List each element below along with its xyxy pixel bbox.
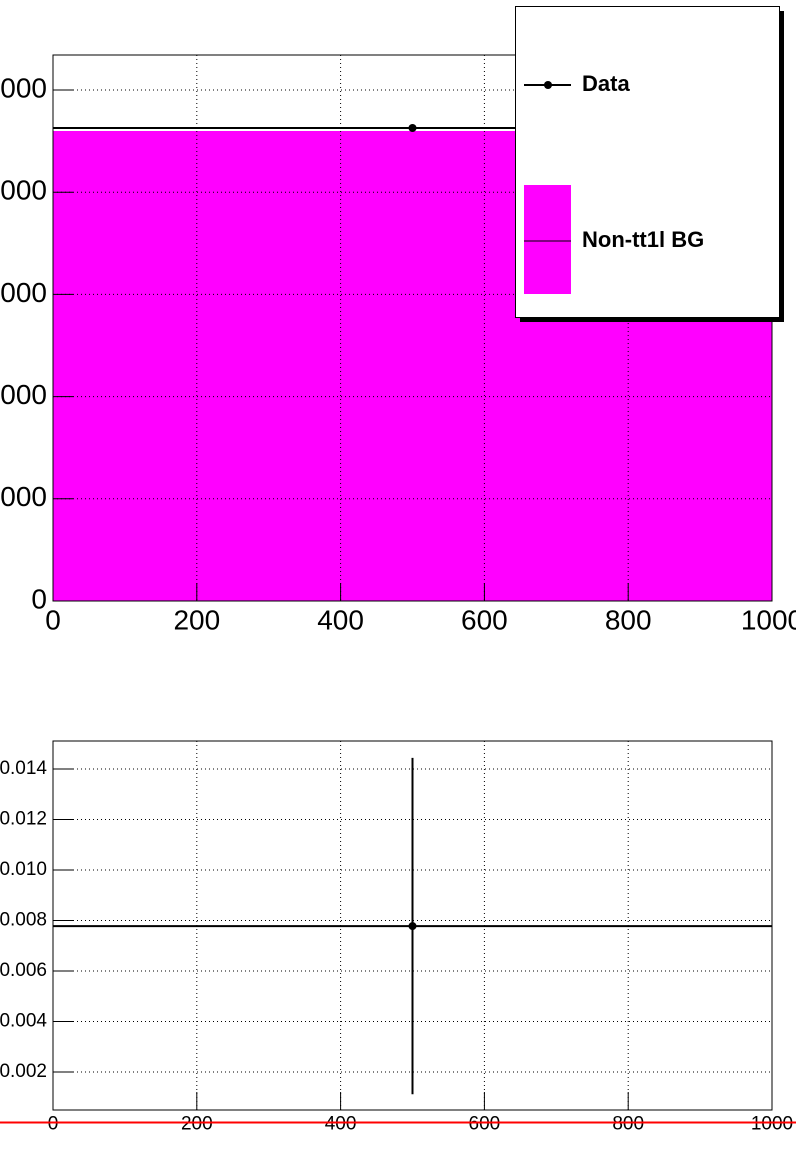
x-tick-label: 400 — [325, 1113, 357, 1134]
y-tick-label: 30000 — [0, 277, 47, 308]
x-tick-label: 200 — [181, 1113, 213, 1134]
y-tick-label: 0.008 — [0, 910, 47, 931]
y-tick-label: 0.010 — [0, 859, 47, 880]
ratio-point — [408, 922, 417, 931]
legend-swatch-marker — [544, 81, 552, 89]
x-tick-label: 0 — [48, 1113, 59, 1134]
x-tick-label: 600 — [461, 604, 508, 635]
data-point — [408, 124, 417, 133]
legend-label: Data — [582, 71, 630, 96]
plot-area — [53, 757, 772, 1095]
x-tick-label: 800 — [612, 1113, 644, 1134]
x-tick-label: 200 — [173, 604, 220, 635]
y-tick-label: 20000 — [0, 379, 47, 410]
legend-label: Non-tt1l BG — [582, 227, 704, 252]
y-tick-label: 0.012 — [0, 809, 47, 830]
x-tick-label: 1000 — [741, 604, 796, 635]
y-tick-label: 50000 — [0, 72, 47, 103]
x-tick-label: 600 — [469, 1113, 501, 1134]
frame — [52, 740, 773, 1111]
y-tick-label: 0.014 — [0, 758, 47, 779]
bottom-pad: 0 200 400 600 800 1000 0.002 0.004 0.006 0.008 0.0… — [0, 740, 796, 1134]
y-tick-label: 0.002 — [0, 1061, 47, 1082]
frame — [52, 54, 773, 602]
x-tick-label: 0 — [45, 604, 61, 635]
y-tick-label: 0.006 — [0, 960, 47, 981]
x-tick-label: 1000 — [751, 1113, 793, 1134]
legend: Data Non-tt1l BG — [515, 6, 784, 322]
y-tick-label: 40000 — [0, 175, 47, 206]
x-tick-label: 800 — [605, 604, 652, 635]
y-tick-label: 0 — [31, 583, 47, 614]
x-tick-label: 400 — [317, 604, 364, 635]
legend-swatch — [524, 185, 571, 294]
axes: 0200400600800100001000020000300004000050… — [0, 55, 796, 635]
y-tick-label: 0.004 — [0, 1011, 47, 1032]
